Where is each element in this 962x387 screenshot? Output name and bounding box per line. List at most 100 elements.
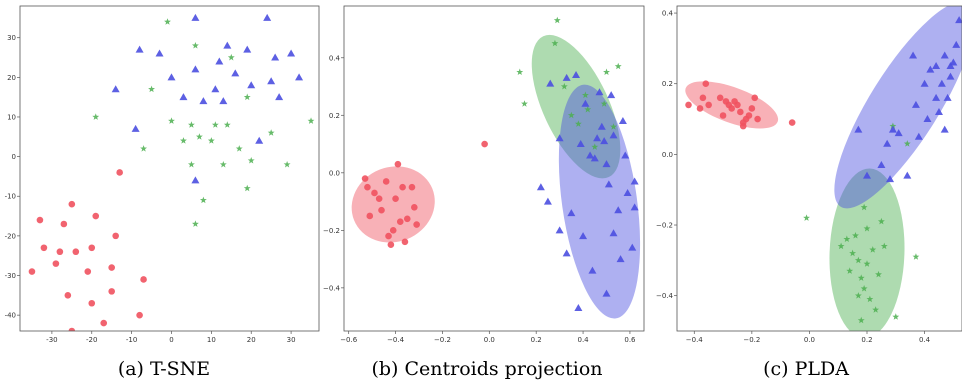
green-star-point	[875, 270, 882, 278]
x-tick-label: 0.6	[624, 336, 636, 344]
y-tick-label: 0.4	[329, 54, 341, 62]
blue-triangle-point	[854, 125, 863, 133]
blue-triangle-point	[562, 73, 571, 81]
blue-triangle-point	[609, 131, 618, 139]
blue-triangle-point	[191, 13, 200, 21]
red-circle-point	[68, 327, 76, 331]
blue-triangle-point	[567, 209, 576, 217]
red-circle-point	[389, 227, 397, 234]
green-star-point	[869, 246, 877, 253]
x-tick-label: −0.4	[686, 336, 704, 344]
blue-triangle-point	[923, 115, 932, 123]
blue-triangle-point	[943, 93, 952, 101]
blue-triangle-point	[562, 249, 571, 257]
red-circle-point	[702, 80, 710, 88]
blue-triangle-point	[111, 85, 120, 93]
green-star-point	[243, 93, 251, 101]
red-circle-point	[696, 105, 704, 112]
red-circle-point	[739, 122, 747, 130]
blue-triangle-point	[903, 171, 912, 179]
green-star-point	[591, 143, 599, 150]
blue-triangle-point	[287, 49, 296, 57]
blue-triangle-point	[191, 65, 200, 73]
plot-frame	[19, 5, 320, 332]
green-star-point	[92, 113, 100, 120]
green-star-point	[843, 235, 851, 243]
x-tick-label: -30	[46, 336, 57, 344]
y-tick-label: -30	[5, 272, 16, 280]
green-star-point	[188, 121, 195, 128]
blue-triangle-point	[595, 88, 604, 96]
red-circle-point	[754, 115, 761, 123]
green-star-point	[521, 100, 528, 107]
green-star-point	[860, 203, 868, 211]
red-circle-point	[108, 288, 115, 295]
blue-triangle-point	[628, 243, 637, 251]
blue-triangle-point	[863, 171, 871, 179]
green-star-point	[140, 145, 148, 152]
blue-triangle-point	[536, 183, 545, 191]
blue-triangle-point	[543, 197, 552, 205]
blue-triangle-point	[588, 266, 597, 274]
red-cluster-ellipse	[351, 166, 435, 243]
red-circle-point	[88, 244, 96, 252]
green-star-point	[164, 18, 171, 25]
green-star-point	[857, 274, 865, 281]
green-star-point	[837, 242, 845, 250]
green-star-point	[567, 111, 575, 119]
red-circle-point	[108, 264, 115, 271]
red-circle-point	[685, 101, 692, 109]
y-tick-label: 0.0	[329, 169, 340, 177]
x-tick-label: −0.4	[387, 336, 405, 344]
green-star-point	[207, 137, 215, 144]
blue-triangle-point	[888, 125, 897, 133]
blue-triangle-point	[952, 40, 961, 48]
x-tick-label: 30	[287, 336, 296, 344]
red-circle-point	[378, 206, 385, 214]
blue-triangle-point	[920, 79, 929, 87]
blue-triangle-point	[623, 188, 632, 196]
green-star-point	[243, 184, 251, 192]
green-star-point	[191, 42, 199, 49]
red-circle-point	[361, 175, 369, 182]
red-circle-point	[364, 183, 371, 191]
green-cluster-ellipse	[829, 168, 905, 331]
red-circle-point	[481, 140, 488, 148]
green-star-point	[863, 224, 871, 232]
green-star-point	[860, 285, 868, 292]
blue-triangle-point	[937, 79, 946, 87]
x-tick-label: 10	[207, 336, 216, 344]
red-circle-point	[705, 101, 712, 109]
blue-triangle-point	[600, 137, 609, 145]
red-circle-point	[399, 183, 406, 191]
green-cluster-ellipse	[531, 34, 621, 179]
x-tick-label: 0	[169, 336, 173, 344]
green-star-point	[614, 62, 622, 70]
blue-triangle-point	[586, 151, 595, 159]
plot-frame	[343, 5, 645, 332]
blue-triangle-point	[275, 93, 284, 101]
green-star-point	[852, 232, 859, 239]
blue-triangle-point	[597, 122, 606, 130]
green-star-point	[553, 16, 561, 24]
y-tick-label: 10	[7, 113, 16, 121]
blue-triangle-point	[555, 226, 564, 234]
caption-c: (c) PLDA	[763, 358, 849, 380]
blue-triangle-point	[243, 45, 252, 53]
x-tick-label: 0.2	[531, 336, 542, 344]
blue-triangle-point	[932, 62, 941, 70]
red-circle-point	[734, 101, 741, 109]
x-tick-label: 0.0	[484, 336, 495, 344]
red-circle-point	[100, 319, 108, 327]
green-star-point	[872, 306, 880, 313]
red-circle-point	[728, 105, 735, 112]
red-circle-point	[385, 232, 392, 240]
y-tick-label: 0	[12, 153, 16, 161]
blue-triangle-point	[949, 58, 958, 66]
blue-triangle-point	[621, 151, 630, 159]
y-tick-label: -10	[5, 193, 16, 201]
blue-triangle-point	[883, 139, 892, 147]
blue-triangle-point	[546, 79, 555, 87]
green-star-point	[603, 68, 610, 76]
